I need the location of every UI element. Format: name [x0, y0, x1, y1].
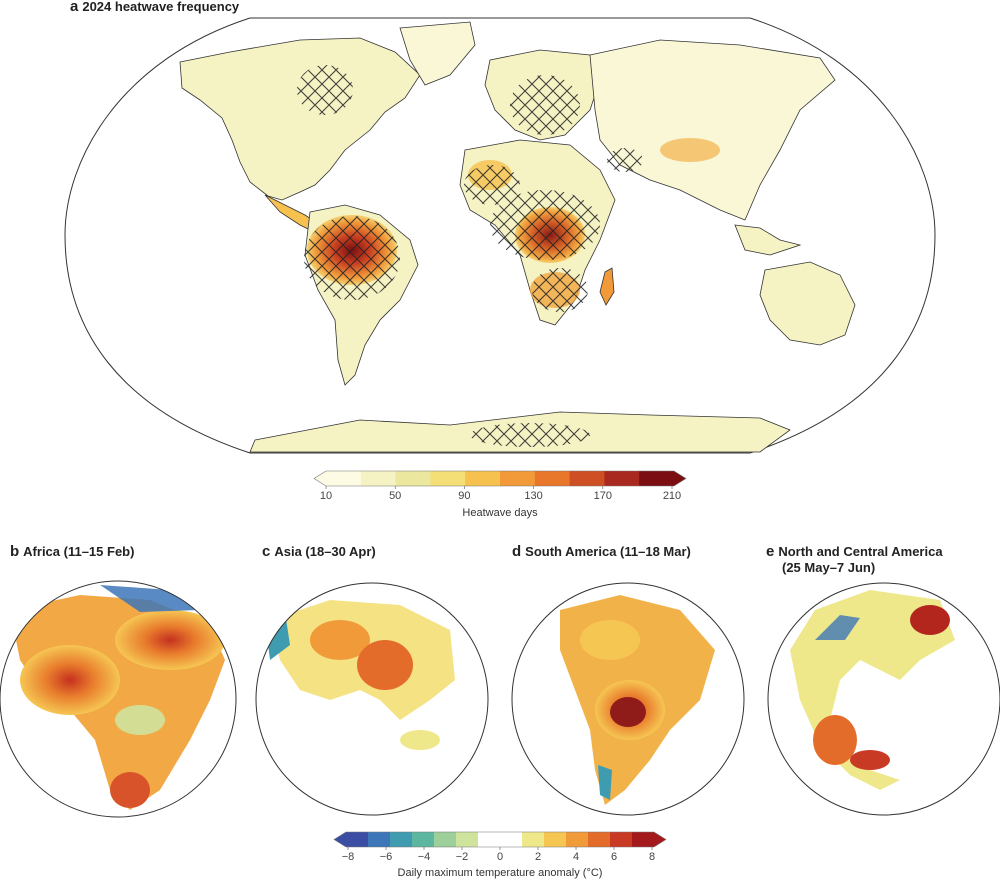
colorbar-a-label: Heatwave days	[462, 507, 538, 519]
colorbar-swatch	[434, 832, 457, 847]
panel-d-title: d South America (11–18 Mar)	[512, 543, 691, 560]
colorbar-swatch	[604, 471, 640, 486]
colorbar-swatch	[456, 832, 479, 847]
colorbar-tick-label: 4	[573, 851, 579, 863]
panel-e-title: e North and Central America	[766, 543, 943, 560]
australia	[759, 261, 856, 346]
colorbar-tick-label: −4	[418, 851, 431, 863]
colorbar-extend-max	[654, 832, 666, 847]
colorbar-tick-label: 90	[458, 490, 470, 502]
globe-africa	[0, 580, 237, 818]
colorbar-tick-label: 0	[497, 851, 503, 863]
colorbar-swatch	[500, 471, 536, 486]
panel-a-title: a 2024 heatwave frequency	[70, 0, 240, 15]
colorbar-tick-label: 6	[611, 851, 617, 863]
world-map	[64, 17, 936, 454]
colorbar-tick-label: 10	[320, 490, 332, 502]
colorbar-swatch	[566, 832, 589, 847]
colorbar-swatch	[569, 471, 605, 486]
madagascar	[599, 267, 615, 306]
colorbar-extend-min	[334, 832, 346, 847]
panel-b-title: b Africa (11–15 Feb)	[10, 543, 135, 560]
colorbar-tick-label: 2	[535, 851, 541, 863]
colorbar-b-label: Daily maximum temperature anomaly (°C)	[397, 867, 603, 879]
colorbar-swatch	[610, 832, 633, 847]
colorbar-extend-min	[314, 471, 326, 486]
colorbar-tick-label: 170	[594, 490, 612, 502]
colorbar-swatch	[534, 471, 571, 486]
colorbar-swatch	[588, 832, 611, 847]
colorbar-tick-label: 50	[389, 490, 401, 502]
colorbar-swatch	[465, 471, 501, 486]
colorbar-temperature-anomaly: −8 −6 −4 −2 0 2 4 6 8	[333, 831, 667, 863]
greenland	[399, 21, 476, 86]
globe-asia	[255, 582, 489, 816]
colorbar-tick-label: 210	[663, 490, 681, 502]
colorbar-tick-label: −8	[342, 851, 355, 863]
colorbar-swatch	[390, 832, 413, 847]
colorbar-swatch	[632, 832, 655, 847]
colorbar-swatch	[478, 832, 501, 847]
panel-e-title-line2: (25 May–7 Jun)	[782, 560, 876, 575]
globe-north-central-america	[767, 582, 1000, 816]
panel-c-title: c Asia (18–30 Apr)	[262, 543, 376, 560]
colorbar-swatch	[430, 471, 466, 486]
colorbar-extend-max	[674, 471, 686, 486]
colorbar-swatch	[544, 832, 567, 847]
significance-hatching	[297, 65, 643, 447]
colorbar-swatch	[346, 832, 369, 847]
colorbar-heatwave-days: 10 50 90 130 170 210	[313, 470, 687, 502]
globe-south-america	[511, 582, 745, 816]
north-america	[179, 37, 421, 201]
colorbar-tick-label: 130	[524, 490, 542, 502]
colorbar-swatch	[368, 832, 391, 847]
colorbar-swatch	[500, 832, 523, 847]
colorbar-swatch	[395, 471, 431, 486]
colorbar-swatch	[360, 471, 397, 486]
colorbar-swatch	[412, 832, 435, 847]
colorbar-tick-label: −2	[456, 851, 469, 863]
colorbar-tick-label: 8	[649, 851, 655, 863]
maritime-southeast-asia	[734, 224, 802, 256]
colorbar-tick-label: −6	[380, 851, 393, 863]
colorbar-swatch	[522, 832, 545, 847]
colorbar-swatch	[639, 471, 675, 486]
colorbar-swatch	[326, 471, 362, 486]
